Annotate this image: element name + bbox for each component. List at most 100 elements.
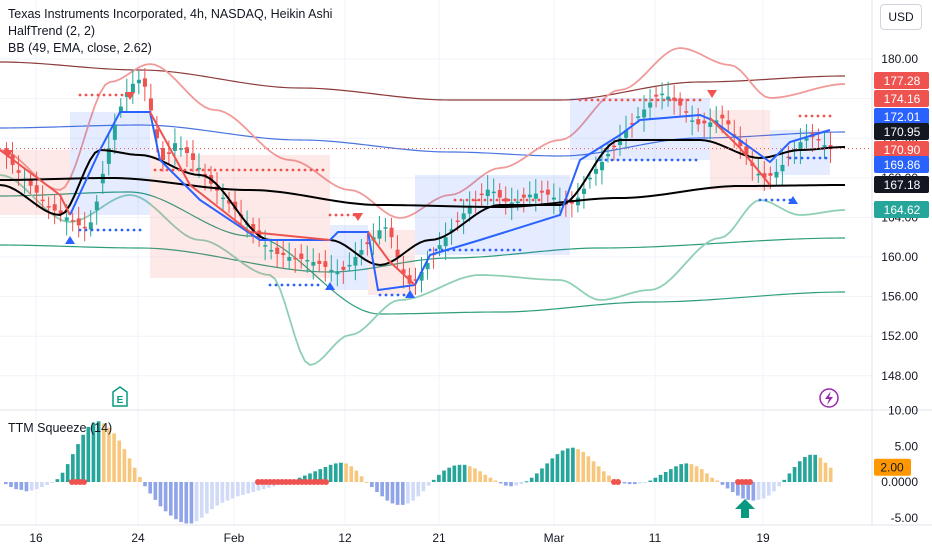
price-badge: 164.62 (874, 201, 929, 218)
halftrend-dot (640, 158, 644, 162)
candle (473, 190, 478, 214)
halftrend-dot (286, 283, 290, 287)
halftrend-dot (662, 98, 666, 102)
squeeze-bar (509, 482, 513, 487)
candle-body (233, 201, 238, 210)
candle-body (293, 257, 298, 260)
squeeze-bar (447, 467, 452, 482)
halftrend-line-red (367, 231, 416, 286)
squeeze-bar (210, 482, 214, 510)
candle (179, 136, 184, 157)
candle-body (148, 98, 153, 111)
candle-body (88, 222, 93, 230)
squeeze-bar (328, 464, 333, 482)
candle-body (413, 279, 418, 281)
candle (275, 240, 280, 267)
halftrend-dot (598, 158, 602, 162)
bb-legend[interactable]: BB (49, EMA, close, 2.62) (8, 41, 152, 55)
squeeze-bar (411, 482, 415, 501)
candle-body (112, 124, 117, 140)
sell-arrow-icon (3, 150, 13, 158)
halftrend-dot (390, 293, 394, 297)
candle-body (551, 197, 556, 200)
squeeze-bar (60, 472, 65, 482)
halftrend-dot (90, 228, 94, 232)
candle (136, 70, 141, 95)
halftrend-dot (84, 93, 88, 97)
squeeze-bar (437, 474, 441, 482)
halftrend-dot (578, 98, 582, 102)
halftrend-dot (798, 114, 802, 118)
halftrend-dot (688, 158, 692, 162)
halftrend-dot (806, 156, 810, 160)
halftrend-dot (698, 98, 702, 102)
halftrend-dot (634, 158, 638, 162)
squeeze-bar (457, 464, 462, 482)
candle (822, 130, 827, 160)
squeeze-bar (426, 482, 431, 486)
candle-body (287, 257, 292, 261)
price-tick-label: 160.00 (881, 250, 918, 264)
candle-body (696, 119, 701, 125)
squeeze-bar (627, 482, 632, 485)
halftrend-dot (459, 198, 463, 202)
squeeze-legend[interactable]: TTM Squeeze (14) (8, 421, 113, 435)
chart-title[interactable]: Texas Instruments Incorporated, 4h, NASD… (8, 7, 333, 21)
squeeze-bar (246, 482, 250, 494)
squeeze-bar (545, 463, 549, 482)
squeeze-bar (184, 482, 189, 524)
halftrend-dot (316, 283, 320, 287)
squeeze-bar (416, 482, 421, 497)
candle (780, 150, 785, 187)
halftrend-dot (219, 168, 223, 172)
squeeze-bar (782, 479, 787, 482)
candle-body (437, 245, 442, 249)
price-badge-label: 170.90 (884, 143, 921, 157)
buy-arrow-icon (788, 196, 798, 204)
halftrend-dot (108, 93, 112, 97)
price-badge-box (874, 123, 929, 140)
time-tick-label: 21 (432, 531, 446, 545)
candle-body (822, 145, 827, 147)
candle (40, 185, 45, 210)
candle-body (708, 122, 713, 127)
price-tick-label: 180.00 (881, 52, 918, 66)
squeeze-tick-label: 5.00 (895, 439, 919, 453)
squeeze-bar (251, 482, 256, 493)
candle (485, 175, 490, 206)
halftrend-dot (692, 98, 696, 102)
squeeze-bar (9, 482, 13, 488)
halftrend-dot (120, 228, 124, 232)
candle-body (630, 123, 635, 125)
halftrend-dot (531, 198, 535, 202)
halftrend-dot (470, 248, 474, 252)
candle (82, 212, 87, 242)
squeeze-bar (24, 482, 29, 492)
squeeze-bar (493, 480, 498, 482)
candle-body (311, 261, 316, 266)
squeeze-bar (529, 477, 534, 482)
price-badge-label: 169.86 (884, 158, 921, 172)
squeeze-bar (122, 449, 127, 482)
squeeze-bar (797, 461, 802, 482)
candle (545, 180, 550, 203)
candle-body (539, 190, 544, 193)
squeeze-bar (648, 480, 653, 482)
halftrend-legend[interactable]: HalfTrend (2, 2) (8, 24, 96, 38)
candle-body (160, 148, 165, 160)
halftrend-dot (285, 168, 289, 172)
squeeze-bar (710, 477, 714, 482)
candle-body (185, 147, 190, 154)
candle (816, 128, 821, 150)
candle-body (40, 199, 45, 202)
candle (377, 215, 382, 245)
squeeze-bar (658, 474, 663, 482)
halftrend-dot (195, 168, 199, 172)
halftrend-dot (280, 283, 284, 287)
candle (654, 86, 659, 108)
halftrend-dot (213, 168, 217, 172)
candle-body (497, 190, 502, 198)
currency-button[interactable]: USD (880, 4, 922, 30)
halftrend-dot (384, 293, 388, 297)
